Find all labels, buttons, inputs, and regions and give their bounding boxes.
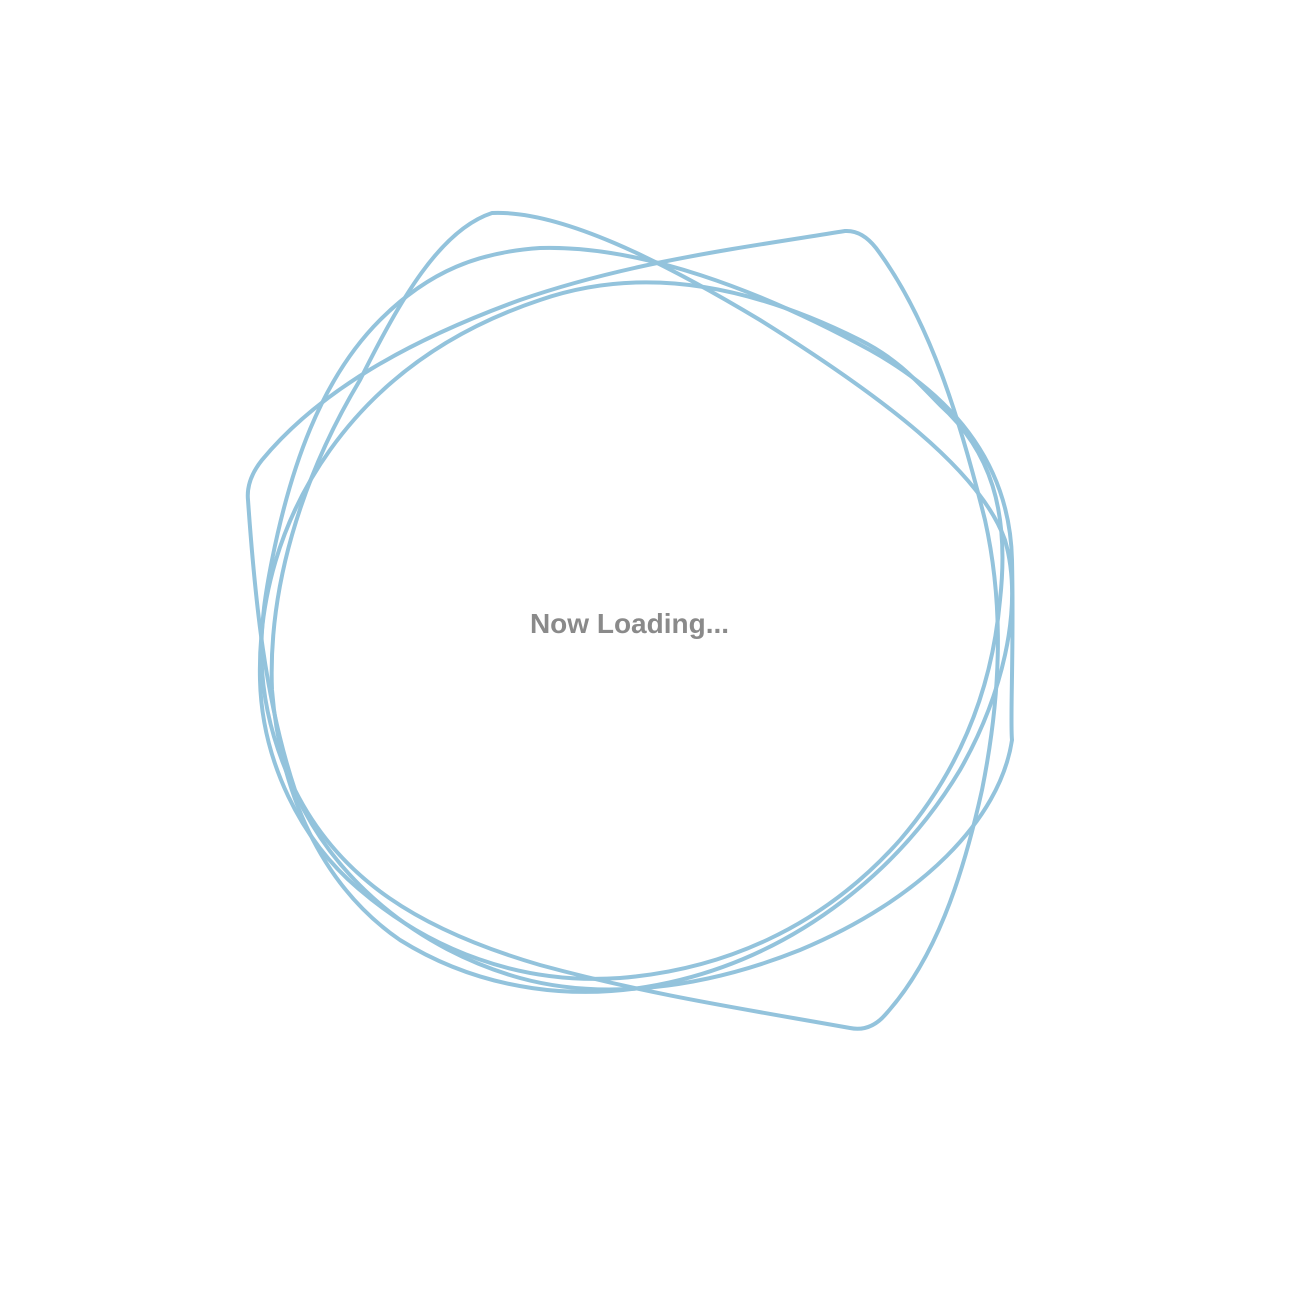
spinner-ring-a <box>269 210 1015 994</box>
spinner-ring-b <box>259 245 1015 992</box>
spinner-ring-c <box>257 280 1005 981</box>
loading-message: Now Loading... <box>529 608 730 639</box>
spinner-ring-square <box>245 228 1000 1031</box>
